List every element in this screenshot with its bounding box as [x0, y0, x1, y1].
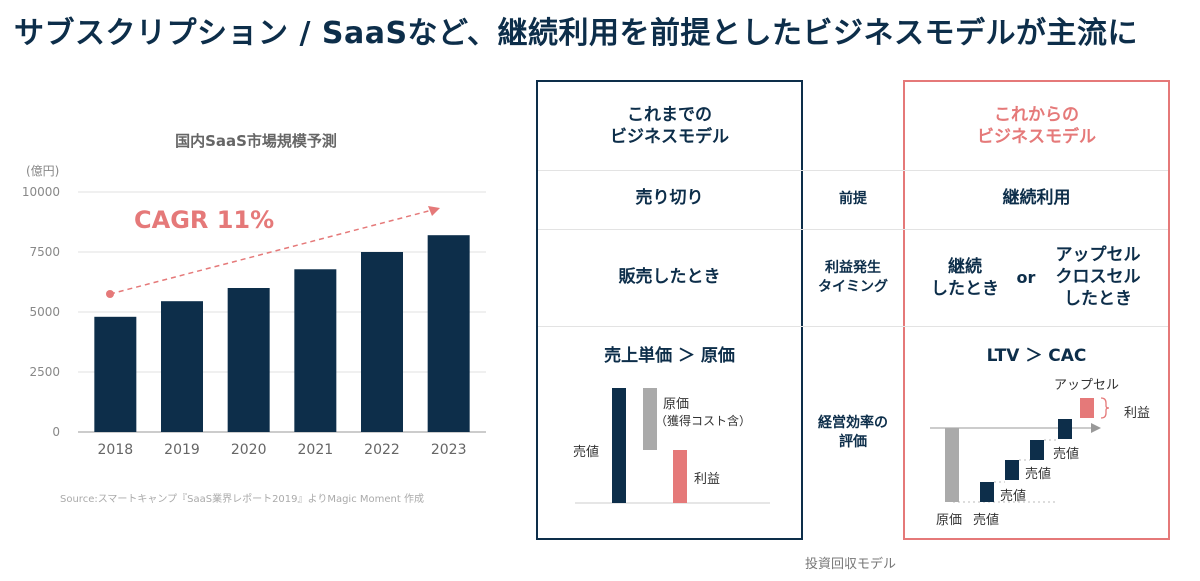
sell-bar-1 [980, 482, 994, 502]
new-cost-label: 原価 [936, 513, 963, 528]
new-sell-label-2: 売値 [1000, 489, 1027, 504]
profit-timing-label: 利益発生 タイミング [818, 260, 888, 295]
sell-bar-2 [1005, 460, 1019, 480]
x-tick-label: 2019 [164, 442, 200, 458]
sell-bar-4 [1058, 419, 1072, 439]
y-tick-label: 2500 [29, 365, 60, 379]
efficiency-label: 経営効率の 評価 [818, 415, 888, 450]
x-tick-label: 2023 [431, 442, 467, 458]
chart-unit-label: (億円) [26, 164, 59, 178]
sell-bar-3 [1030, 440, 1044, 460]
cost-bar [945, 428, 959, 502]
chart-title: 国内SaaS市場規模予測 [175, 132, 337, 150]
source-note: Source:スマートキャンプ『SaaS業界レポート2019』よりMagic M… [60, 494, 424, 505]
cagr-arrow-start [106, 290, 114, 298]
cagr-arrow [109, 207, 441, 295]
profit-brace [1100, 397, 1110, 419]
y-tick-label: 5000 [29, 305, 60, 319]
old-cost-label: 原価 [663, 397, 690, 412]
x-tick-label: 2022 [364, 442, 400, 458]
old-profit-label: 利益 [694, 472, 721, 487]
y-tick-label: 7500 [29, 245, 60, 259]
bar-2020 [227, 288, 270, 432]
old-header: これまでの ビジネスモデル [610, 105, 729, 148]
new-premise: 継続利用 [1002, 188, 1071, 208]
new-model-panel [903, 80, 1170, 540]
new-profit-or: or [1016, 268, 1036, 287]
old-profit-timing: 販売したとき [618, 267, 721, 287]
old-cost-note: （獲得コスト含） [655, 414, 752, 428]
x-tick-label: 2018 [98, 442, 134, 458]
row-divider [538, 170, 1168, 171]
bar-2018 [94, 316, 137, 432]
row-divider [538, 229, 1168, 230]
market-size-chart: 国内SaaS市場規模予測 (億円) 0 2500 5000 7500 10000 201… [22, 132, 486, 458]
bar-2021 [294, 269, 337, 432]
new-upsell-label: アップセル [1054, 378, 1120, 393]
bar-2019 [161, 301, 203, 432]
cagr-annotation: CAGR 11% [134, 206, 274, 234]
new-profit-continue: 継続 したとき [931, 257, 999, 300]
cost-bar [643, 388, 657, 450]
sell-price-bar [612, 388, 626, 503]
new-investment-diagram [930, 397, 1110, 503]
old-sell-label: 売値 [573, 445, 600, 460]
new-sell-label-3: 売値 [1025, 467, 1052, 482]
row-divider [538, 326, 1168, 327]
y-tick-label: 10000 [22, 185, 60, 199]
upsell-profit-bar [1080, 398, 1094, 418]
new-profit-upsell: アップセル クロスセル したとき [1055, 245, 1141, 310]
x-tick-label: 2020 [231, 442, 267, 458]
new-header: これからの ビジネスモデル [977, 105, 1096, 148]
cagr-arrow-head [428, 206, 440, 216]
old-model-panel [536, 80, 803, 540]
new-sell-label-1: 売値 [973, 513, 1000, 528]
old-profit-diagram [575, 388, 770, 504]
old-premise: 売り切り [635, 188, 704, 208]
new-profit-label: 利益 [1124, 406, 1151, 421]
new-efficiency: LTV ＞ CAC [986, 346, 1087, 366]
x-tick-label: 2021 [298, 442, 334, 458]
page-title: サブスクリプション / SaaSなど、継続利用を前提としたビジネスモデルが主流に [14, 16, 1139, 51]
premise-label: 前提 [839, 191, 867, 207]
bar-2023 [427, 235, 470, 432]
bar-2022 [361, 252, 403, 432]
old-efficiency: 売上単価 ＞ 原価 [604, 346, 735, 366]
diagram-caption: 投資回収モデル [805, 557, 897, 572]
profit-bar [673, 450, 687, 503]
y-tick-label: 0 [52, 425, 60, 439]
new-sell-label-4: 売値 [1053, 447, 1080, 462]
